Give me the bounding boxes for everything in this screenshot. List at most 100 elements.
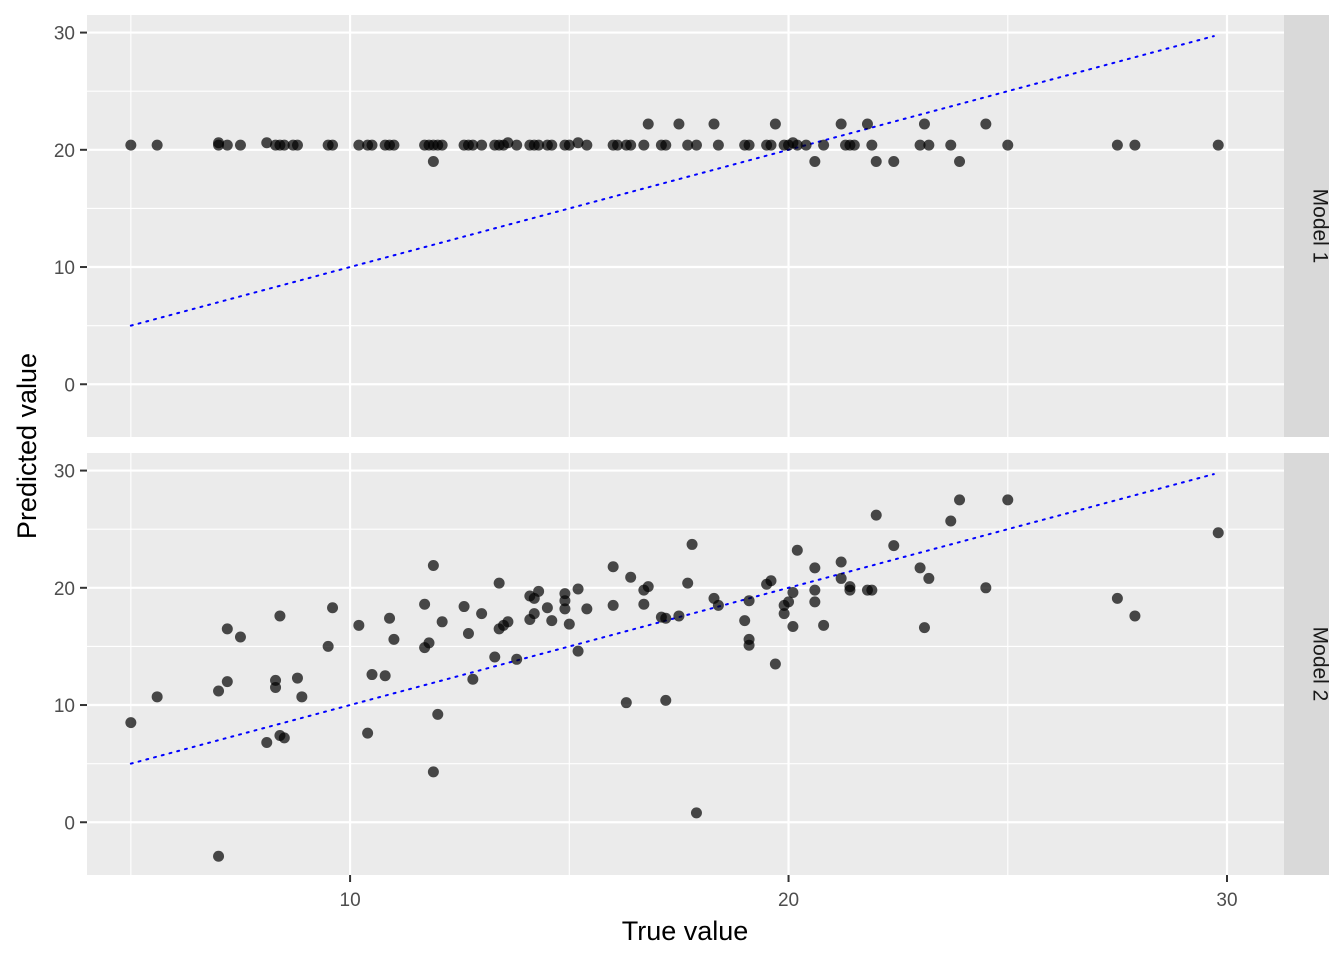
data-point — [818, 139, 830, 151]
data-point — [436, 616, 448, 628]
y-tick-label: 20 — [54, 141, 75, 162]
data-point — [125, 139, 137, 151]
data-point — [914, 562, 926, 574]
data-point — [861, 118, 873, 130]
data-point — [234, 631, 246, 643]
data-point — [436, 139, 448, 151]
data-point — [379, 670, 391, 682]
data-point — [476, 608, 488, 620]
facet-strip — [1284, 453, 1329, 875]
data-point — [660, 139, 672, 151]
y-tick-label: 10 — [54, 258, 75, 279]
data-point — [870, 156, 882, 168]
data-point — [296, 691, 308, 703]
data-point — [151, 139, 163, 151]
data-point — [533, 585, 545, 597]
data-point — [261, 137, 273, 149]
data-point — [502, 616, 514, 628]
data-point — [388, 139, 400, 151]
y-tick-label: 30 — [54, 24, 75, 45]
data-point — [642, 118, 654, 130]
data-point — [221, 676, 233, 688]
data-point — [572, 137, 584, 149]
data-point — [353, 139, 365, 151]
data-point — [270, 681, 282, 693]
data-point — [362, 727, 374, 739]
data-point — [291, 672, 303, 684]
data-point — [625, 571, 637, 583]
data-point — [660, 612, 672, 624]
data-point — [572, 645, 584, 657]
facet-strip-label: Model 2 — [1309, 627, 1332, 702]
data-point — [809, 596, 821, 608]
data-point — [384, 612, 396, 624]
data-point — [467, 673, 479, 685]
data-point — [809, 562, 821, 574]
data-point — [546, 615, 558, 627]
facet-strip-label: Model 1 — [1309, 189, 1332, 264]
data-point — [835, 556, 847, 568]
data-point — [1129, 610, 1141, 622]
data-point — [980, 118, 992, 130]
data-point — [791, 139, 803, 151]
data-point — [353, 619, 365, 631]
data-point — [1002, 139, 1014, 151]
data-point — [213, 850, 225, 862]
data-point — [809, 584, 821, 596]
y-tick-label: 20 — [54, 579, 75, 600]
x-tick-label: 10 — [340, 890, 361, 911]
y-tick-label: 0 — [64, 813, 75, 834]
data-point — [423, 637, 435, 649]
data-point — [274, 610, 286, 622]
data-point — [419, 598, 431, 610]
data-point — [493, 577, 505, 589]
data-point — [888, 156, 900, 168]
data-point — [743, 595, 755, 607]
data-point — [278, 732, 290, 744]
data-point — [125, 717, 137, 729]
data-point — [954, 494, 966, 506]
data-point — [533, 139, 545, 151]
data-point — [489, 651, 501, 663]
data-point — [769, 658, 781, 670]
data-point — [366, 139, 378, 151]
data-point — [612, 139, 624, 151]
data-point — [682, 139, 694, 151]
reference-line — [129, 35, 1215, 327]
data-point — [607, 599, 619, 611]
data-point — [866, 584, 878, 596]
data-point — [213, 137, 225, 149]
data-point — [563, 139, 575, 151]
data-point — [848, 139, 860, 151]
y-tick-label: 30 — [54, 462, 75, 483]
data-point — [844, 584, 856, 596]
data-point — [765, 139, 777, 151]
data-point — [918, 622, 930, 634]
data-point — [743, 139, 755, 151]
data-point — [769, 118, 781, 130]
y-tick-label: 0 — [64, 375, 75, 396]
data-point — [462, 628, 474, 640]
data-point — [800, 139, 812, 151]
data-point — [221, 623, 233, 635]
data-point — [682, 577, 694, 589]
data-point — [1111, 592, 1123, 604]
data-point — [866, 139, 878, 151]
data-point — [787, 620, 799, 632]
data-point — [607, 561, 619, 573]
data-point — [1111, 139, 1123, 151]
data-point — [923, 572, 935, 584]
data-point — [476, 139, 488, 151]
data-point — [327, 139, 339, 151]
data-point — [945, 139, 957, 151]
data-point — [1212, 527, 1224, 539]
data-point — [673, 610, 685, 622]
data-point — [954, 156, 966, 168]
data-point — [945, 515, 957, 527]
data-point — [388, 633, 400, 645]
data-point — [835, 118, 847, 130]
x-axis-title: True value — [622, 916, 749, 946]
data-point — [690, 807, 702, 819]
data-point — [427, 156, 439, 168]
y-tick-label: 10 — [54, 696, 75, 717]
